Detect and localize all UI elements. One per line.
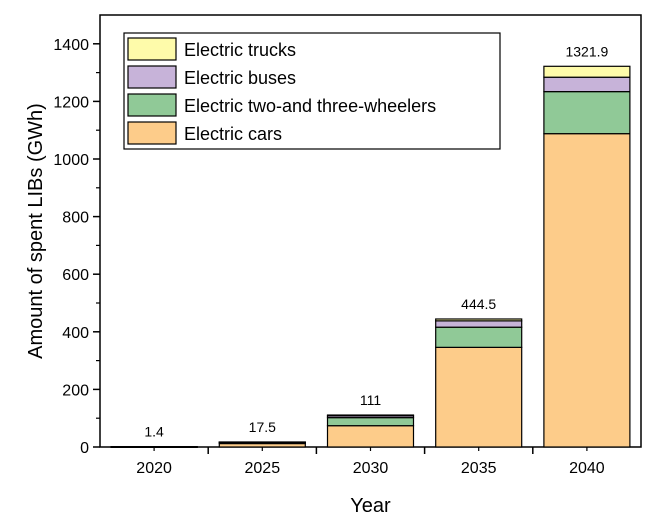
legend-swatch	[127, 37, 177, 61]
bar-total-label: 111	[360, 392, 381, 408]
bar-segment	[543, 133, 631, 448]
bar-segment	[435, 320, 523, 328]
bar-segment	[326, 417, 415, 427]
y-tick-label: 1400	[53, 37, 89, 54]
y-tick-label: 400	[62, 325, 89, 342]
bar-segment	[110, 445, 198, 448]
bar-total-label: 17.5	[249, 419, 276, 435]
bar-total-label: 1.4	[144, 424, 164, 440]
bar-segment	[435, 318, 523, 322]
x-tick-label: 2030	[353, 460, 389, 477]
legend-swatch	[127, 65, 177, 89]
bar-segment	[326, 414, 415, 417]
y-tick-label: 600	[62, 267, 89, 284]
legend-label: Electric trucks	[184, 40, 296, 60]
y-axis-title: Amount of spent LIBs (GWh)	[25, 103, 47, 359]
y-tick-label: 1000	[53, 152, 89, 169]
x-tick-label: 2035	[461, 460, 497, 477]
legend-swatch	[127, 93, 177, 117]
x-tick-label: 2040	[569, 460, 605, 477]
bar-segment	[218, 441, 306, 444]
x-axis-title: Year	[350, 495, 391, 517]
y-tick-label: 1200	[53, 94, 89, 111]
bar-total-label: 444.5	[461, 296, 496, 312]
x-tick-label: 2025	[245, 460, 281, 477]
y-tick-label: 800	[62, 210, 89, 227]
legend-label: Electric cars	[184, 124, 282, 144]
legend-label: Electric two-and three-wheelers	[184, 96, 436, 116]
legend-box	[123, 32, 501, 150]
legend-label: Electric buses	[184, 68, 296, 88]
y-tick-label: 200	[62, 382, 89, 399]
bar-total-label: 1321.9	[565, 43, 608, 59]
bar-segment	[326, 425, 415, 448]
x-tick-label: 2020	[136, 460, 172, 477]
bar-segment	[435, 346, 523, 448]
bar-segment	[543, 91, 631, 135]
legend-swatch	[127, 121, 177, 145]
bar-segment	[543, 65, 631, 78]
bar-segment	[543, 76, 631, 93]
bar-segment	[435, 326, 523, 348]
y-tick-label: 0	[80, 440, 89, 457]
